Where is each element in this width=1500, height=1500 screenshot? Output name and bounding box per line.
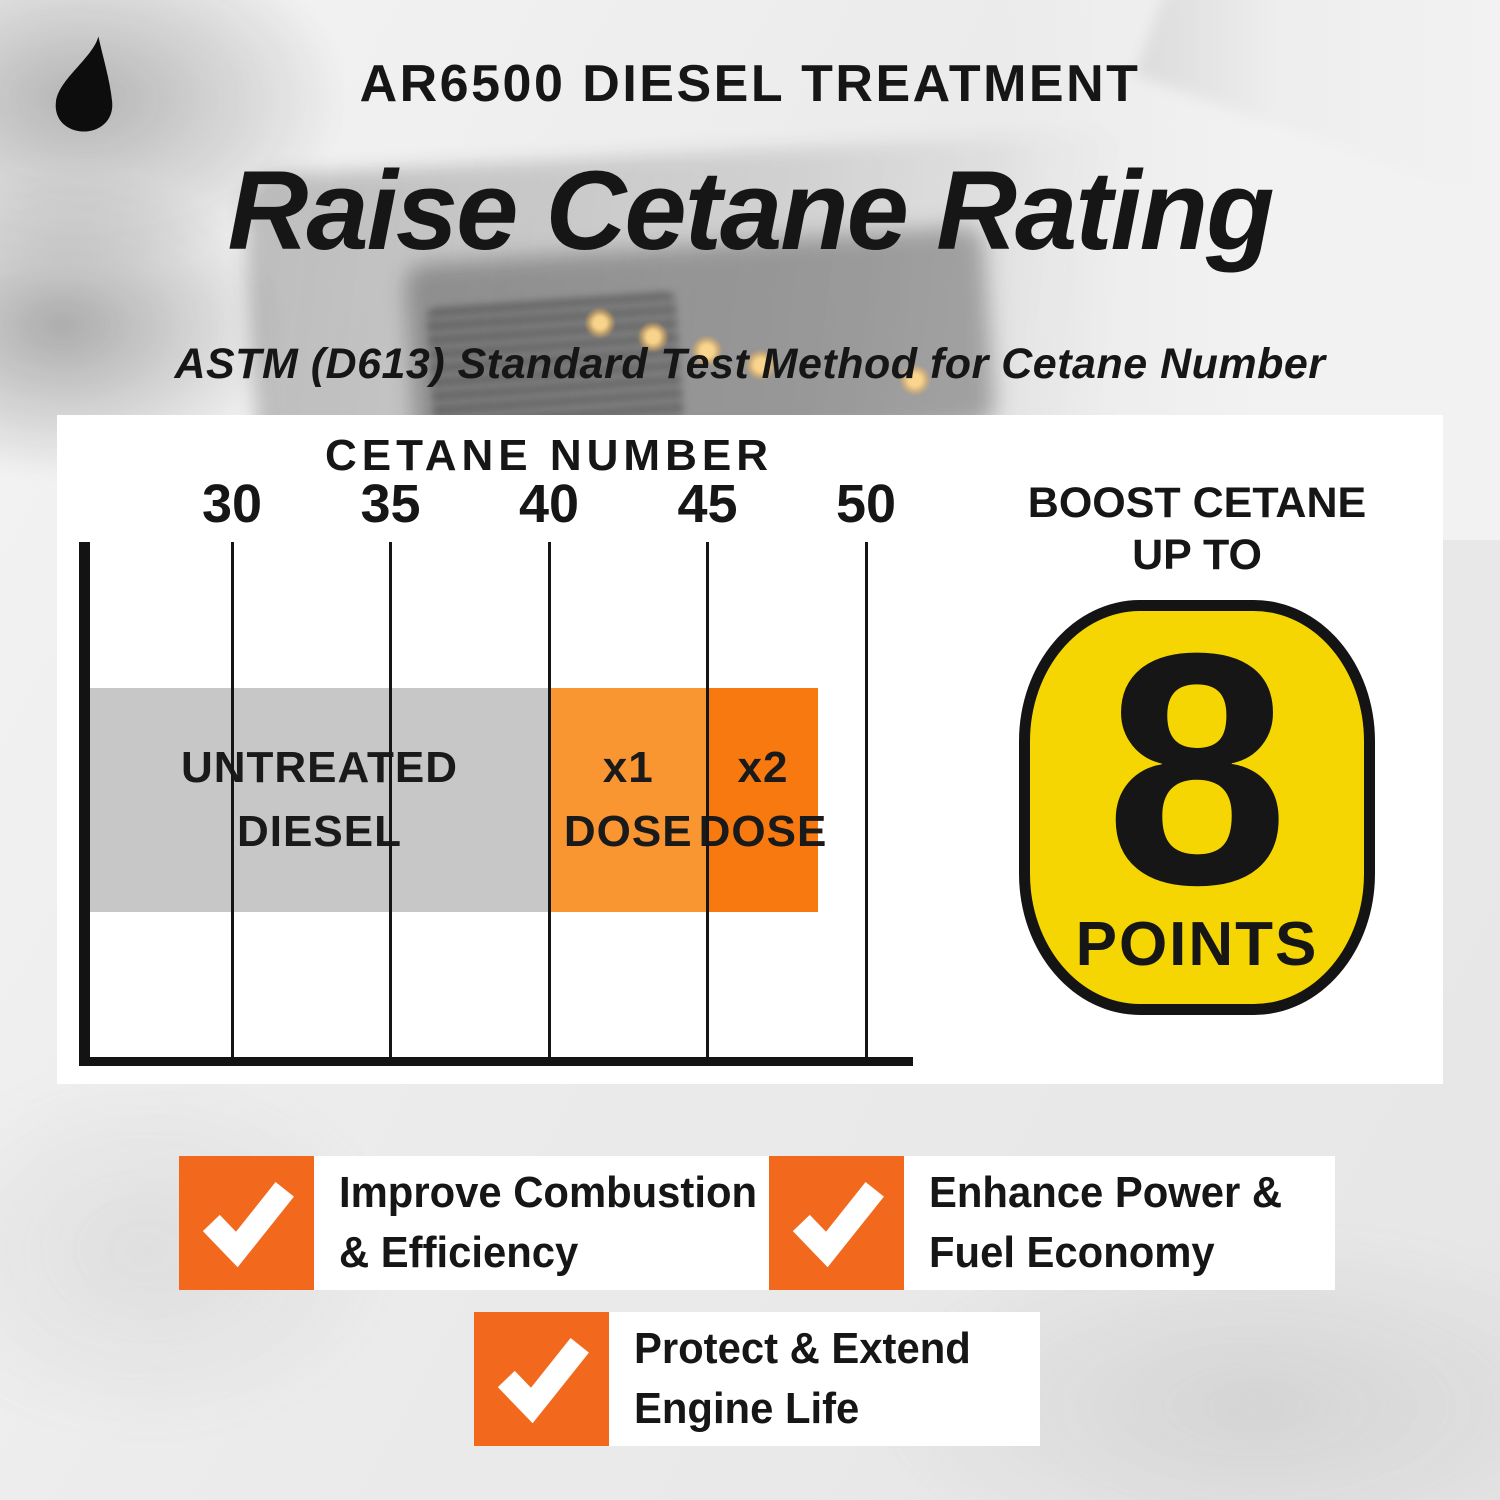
tick-label-50: 50 <box>835 474 897 534</box>
boost-line-1: BOOST CETANE <box>1027 479 1367 527</box>
subheadline: ASTM (D613) Standard Test Method for Cet… <box>174 340 1326 388</box>
tick-label-40: 40 <box>518 474 580 534</box>
benefit-item: Enhance Power & Fuel Economy <box>769 1156 1335 1290</box>
benefit-text: Improve Combustion & Efficiency <box>314 1156 780 1290</box>
points-value: 8 <box>1105 584 1289 953</box>
checkmark-icon <box>769 1156 904 1290</box>
chart-axis-title: CETANE NUMBER <box>325 431 773 480</box>
benefit-text: Enhance Power & Fuel Economy <box>904 1156 1335 1290</box>
bar-label-line: x1 <box>602 743 654 792</box>
tick-label-45: 45 <box>677 474 738 534</box>
tick-label-35: 35 <box>360 474 421 534</box>
headline: Raise Cetane Rating <box>227 148 1275 273</box>
benefit-item: Protect & Extend Engine Life <box>474 1312 1040 1446</box>
gridline-35 <box>389 542 392 1057</box>
benefit-line: & Efficiency <box>339 1228 579 1277</box>
bar-segment-1: x1 DOSE <box>549 688 708 912</box>
boost-line-2: UP TO <box>1132 531 1262 579</box>
y-axis <box>79 542 90 1066</box>
gridline-30 <box>230 542 234 1057</box>
points-badge: 8 POINTS <box>1019 600 1375 1015</box>
bar-label-line: DOSE <box>698 807 828 856</box>
checkmark-icon <box>474 1312 609 1446</box>
benefit-text: Protect & Extend Engine Life <box>609 1312 1040 1446</box>
boost-callout-text: BOOST CETANE UP TO <box>997 477 1397 581</box>
benefit-line: Improve Combustion <box>339 1168 758 1217</box>
gridline-40 <box>547 542 551 1057</box>
cetane-bar-chart: UNTREATED DIESEL x1 DOSE x2 DOSE 30 35 40 45 50 <box>57 415 1443 1084</box>
headlight-glow <box>585 308 615 338</box>
x-axis <box>79 1057 913 1066</box>
bar-label-line: UNTREATED <box>180 743 459 792</box>
benefit-line: Fuel Economy <box>929 1228 1215 1277</box>
oil-drop-icon <box>55 36 113 132</box>
benefit-line: Engine Life <box>634 1384 860 1433</box>
benefit-line: Enhance Power & <box>929 1168 1283 1217</box>
product-name: AR6500 DIESEL TREATMENT <box>359 55 1141 113</box>
gridline-50 <box>864 542 868 1057</box>
bar-segment-2: x2 DOSE <box>699 688 826 912</box>
bar-label-line: DOSE <box>563 807 693 856</box>
points-unit: POINTS <box>1075 910 1319 979</box>
tick-label-30: 30 <box>201 474 263 534</box>
gridline-45 <box>706 542 709 1057</box>
bar-label-line: x2 <box>737 743 789 792</box>
benefit-line: Protect & Extend <box>634 1324 971 1373</box>
bar-label-line: DIESEL <box>237 807 402 856</box>
benefit-item: Improve Combustion & Efficiency <box>179 1156 780 1290</box>
chart-panel: CETANE NUMBER UNTREATED DIESEL x1 DOSE x2 DOS… <box>57 415 1443 1084</box>
checkmark-icon <box>179 1156 314 1290</box>
bar-segment-0: UNTREATED DIESEL <box>90 688 549 912</box>
